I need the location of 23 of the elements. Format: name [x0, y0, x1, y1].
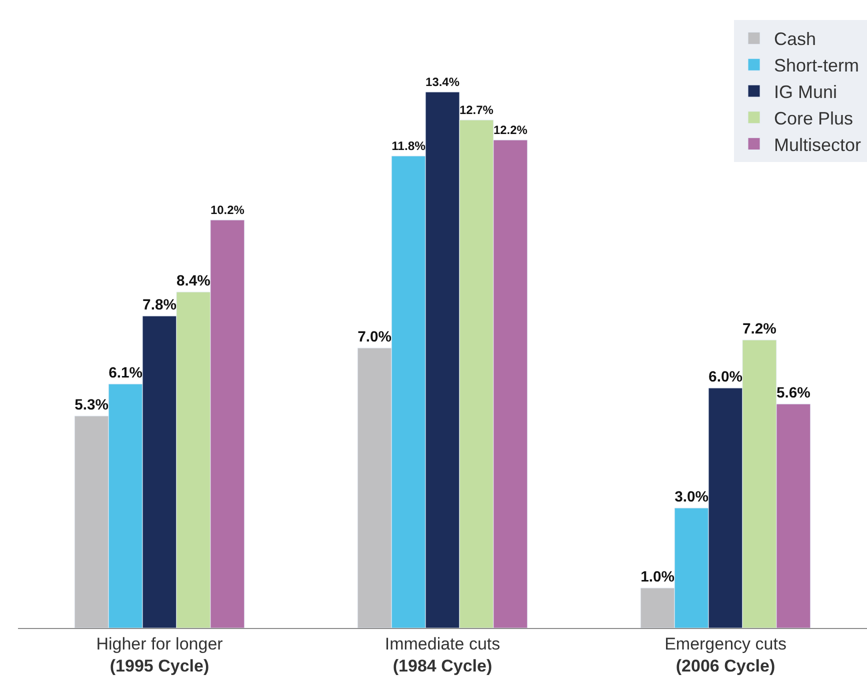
data-label: 11.8% — [392, 138, 426, 153]
data-label: 1.0% — [640, 569, 675, 586]
legend-label: Multisector — [774, 134, 862, 155]
legend-label: Short-term — [774, 56, 860, 76]
data-label: 6.0% — [708, 369, 742, 386]
data-label: 5.3% — [74, 397, 109, 414]
legend-label: Cash — [774, 29, 816, 50]
data-label: 8.4% — [176, 273, 210, 290]
data-label: 7.8% — [142, 297, 176, 314]
data-label: 10.2% — [210, 203, 245, 218]
legend-label: Core Plus — [774, 108, 854, 128]
legend-label: IG Muni — [774, 82, 838, 102]
x-tick-label: Higher for longer (1995 Cycle) — [96, 634, 224, 676]
data-label: 5.6% — [776, 385, 810, 402]
data-label: 12.7% — [459, 103, 494, 118]
data-label: 7.2% — [742, 321, 776, 338]
data-label: 12.2% — [493, 123, 528, 138]
data-label: 6.1% — [108, 365, 142, 382]
data-label: 3.0% — [674, 489, 708, 506]
data-label: 7.0% — [358, 329, 392, 346]
x-tick-label: Immediate cuts (1984 Cycle) — [384, 634, 500, 676]
x-tick-label: Emergency cuts (2006 Cycle) — [664, 634, 786, 676]
data-label: 13.4% — [426, 75, 460, 90]
